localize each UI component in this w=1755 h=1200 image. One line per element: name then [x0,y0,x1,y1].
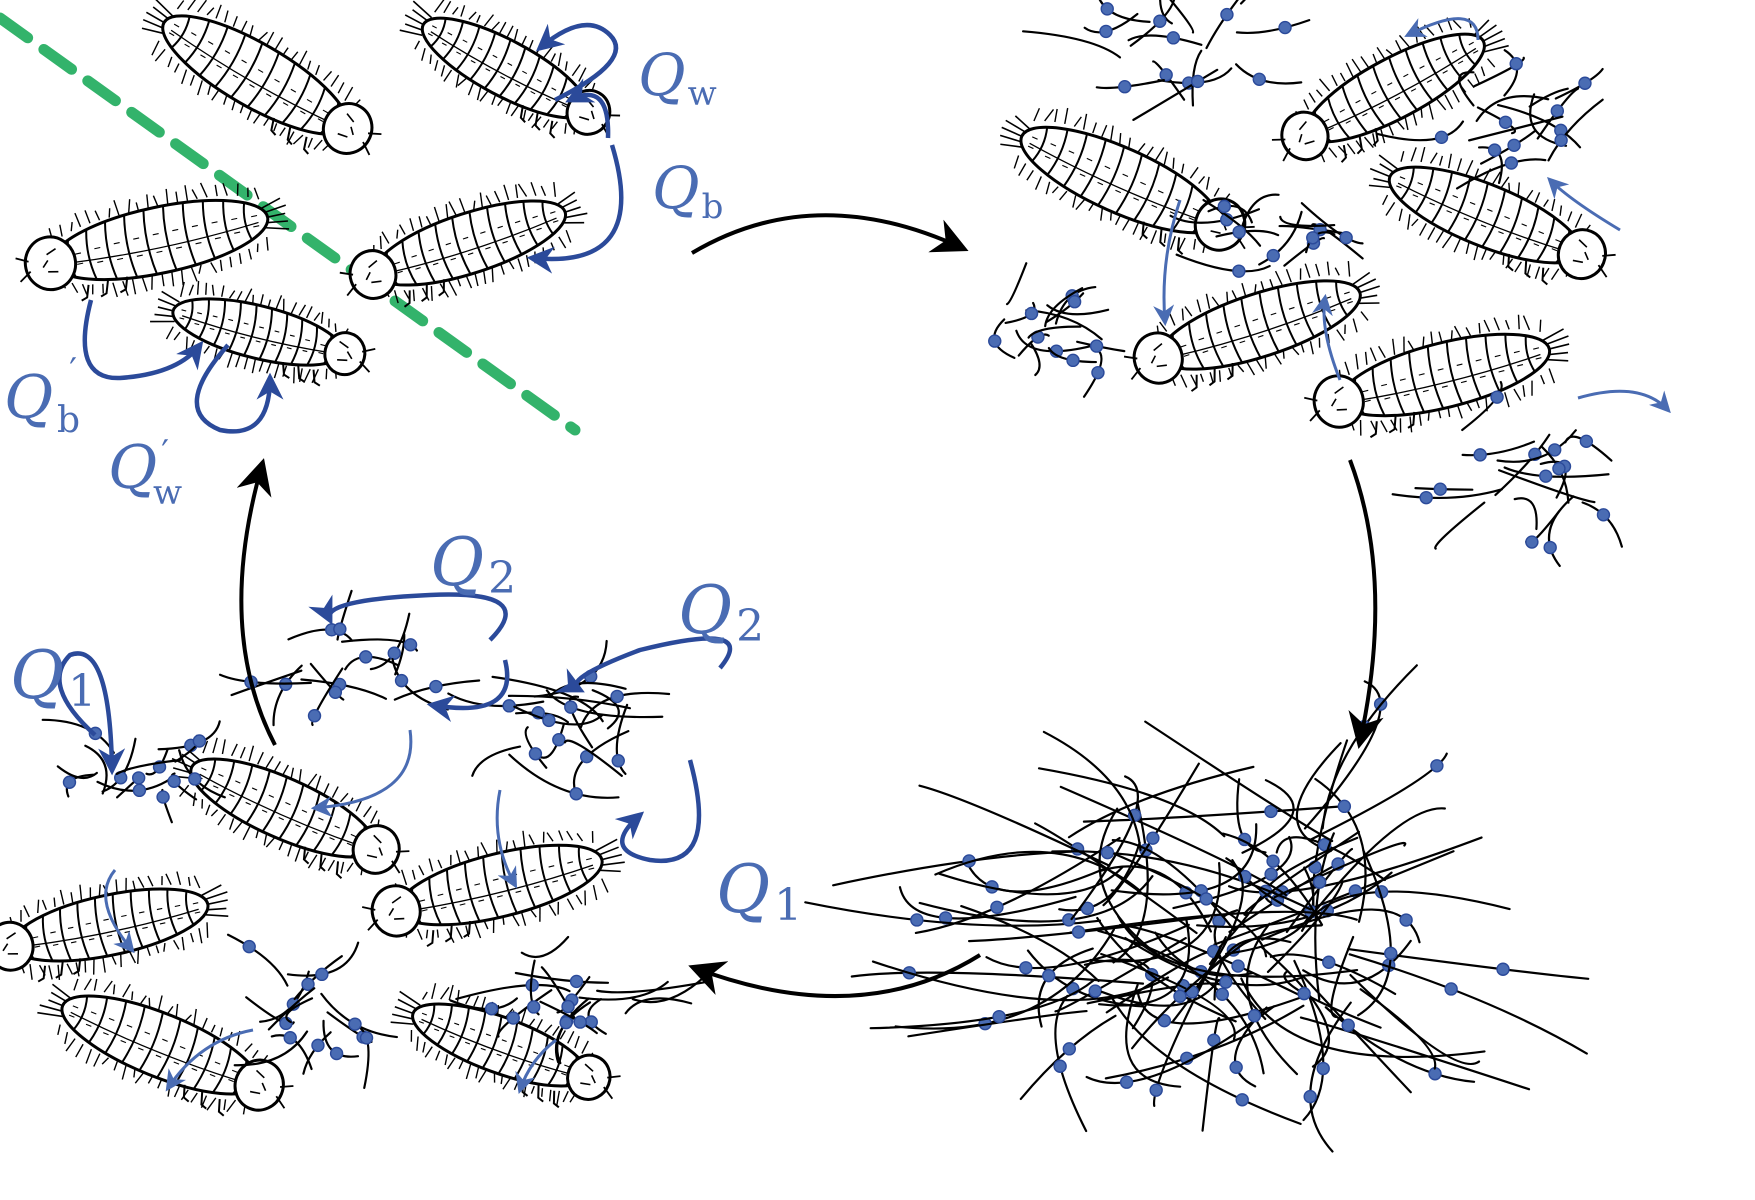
larva-icon [171,737,410,879]
larvae-group [0,0,1616,1117]
larva-icon [999,107,1255,256]
larva-icon [399,0,621,139]
infection-arrow-icon [526,144,624,274]
label-q-1-right: Q1 [716,851,802,931]
label-q-b-prime: Q ′ b [4,351,80,441]
label-q-2-left: Q2 [430,524,516,604]
fungal-hyphae-icon [447,639,671,801]
boundary-dashed-line [0,12,581,436]
label-q-w-prime: Q ′ w [108,433,182,513]
infection-arrow-icon [1312,293,1342,381]
infection-arrow-icon [1577,389,1671,414]
larva-icon [361,830,625,948]
fungal-hyphae-icon [804,664,1590,1153]
larva-icon [1123,261,1380,392]
cycle-arrow-icon [690,213,969,255]
larva-icon [0,871,229,983]
fungi-group [41,0,1623,1153]
larva-icon [15,182,290,302]
infection-arrow-icon [194,343,284,434]
larva-icon [390,983,621,1109]
infection-arrow-icon [165,1028,254,1092]
fungal-hyphae-icon [449,935,710,1065]
infection-arrow-icon [310,729,413,818]
infection-arrow-icon [614,759,702,864]
larva-icon [141,0,382,156]
infection-arrow-icon [308,592,508,642]
infection-arrow-icon [515,1038,557,1094]
label-q-b: Qb [652,154,723,227]
label-q-2-right: Q2 [678,572,764,652]
infection-arrows [57,17,1671,1094]
fungal-hyphae-icon [1391,380,1623,568]
label-q-w: Qw [638,41,717,114]
larva-icon [150,280,376,387]
infection-arrow-icon [426,659,510,722]
infection-arrow-icon [1153,199,1182,327]
fungal-hyphae-icon [1376,49,1604,190]
label-q-1-left: Q1 [10,637,96,717]
larva-icon [1368,146,1616,286]
fungal-hyphae-icon [1169,193,1364,278]
population-boundary [0,12,581,436]
cycle-arrow-icon [236,458,277,746]
infection-arrow-icon [535,22,619,103]
fungal-hyphae-icon [1021,0,1311,121]
infection-arrow-icon [1404,17,1480,41]
fungal-hyphae-icon [226,933,398,1090]
larva-icon [1304,314,1570,439]
cycle-arrows [236,213,1384,999]
infection-arrow-icon [565,78,611,139]
cycle-arrow-icon [1348,459,1384,750]
infection-arrow-icon [82,299,204,381]
infection-arrow-icon [554,636,733,693]
fungal-hyphae-icon [988,262,1126,398]
infection-arrow-icon [1547,177,1621,232]
cycle-arrow-icon [688,953,982,999]
larva-icon [339,182,588,308]
infection-arrow-icon [57,651,126,776]
larva-icon [37,978,294,1117]
infection-arrow-icon [495,789,518,889]
infection-arrow-icon [104,869,135,954]
